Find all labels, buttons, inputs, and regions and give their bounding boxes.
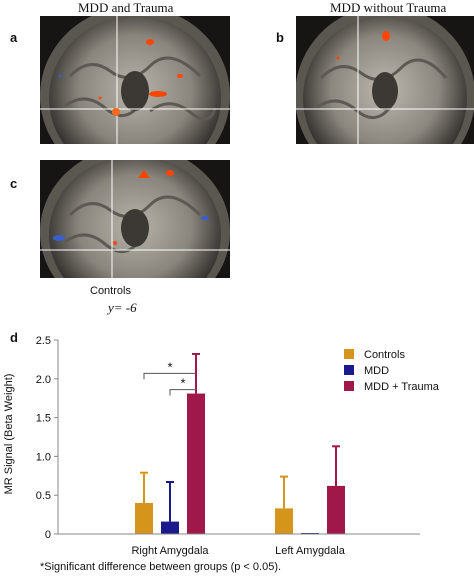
- panel-c-coordinate: y= -6: [108, 300, 137, 315]
- panel-d-letter: d: [10, 330, 18, 345]
- legend-swatch: [344, 381, 354, 391]
- panel-b-title: MDD without Trauma: [330, 0, 447, 15]
- legend-swatch: [344, 349, 354, 359]
- significance-star: *: [167, 359, 172, 374]
- bar: [275, 508, 293, 534]
- bar: [187, 393, 205, 534]
- y-tick-label: 1.5: [36, 413, 51, 425]
- bar: [327, 485, 345, 534]
- legend-swatch: [344, 365, 354, 375]
- legend-label: MDD: [364, 365, 389, 377]
- panel-a-title: MDD and Trauma: [78, 0, 174, 15]
- brain-image-c: [40, 160, 230, 278]
- y-tick-label: 2.0: [36, 374, 51, 386]
- y-tick-label: 0.5: [36, 490, 51, 502]
- significance-bracket: [143, 372, 196, 380]
- panel-b-letter: b: [276, 30, 284, 45]
- bar: [161, 521, 179, 534]
- footnote: *Significant difference between groups (…: [40, 561, 282, 573]
- legend-label: Controls: [364, 349, 405, 361]
- bar-chart: MR Signal (Beta Weight) 0 0.5 1.0 1.5 2.0 2.5…: [3, 335, 440, 557]
- panel-c-letter: c: [10, 176, 18, 191]
- y-tick-label: 0: [45, 529, 51, 541]
- bar: [135, 502, 153, 534]
- y-tick-label: 1.0: [36, 451, 51, 463]
- x-tick-label: Left Amygdala: [275, 545, 346, 557]
- x-tick-label: Right Amygdala: [131, 545, 209, 557]
- significance-bracket: [169, 389, 196, 396]
- panel-a-letter: a: [10, 30, 18, 45]
- y-axis-label: MR Signal (Beta Weight): [3, 374, 15, 495]
- legend-label: MDD + Trauma: [364, 381, 440, 393]
- panel-c-title: Controls: [90, 285, 131, 297]
- significance-star: *: [180, 376, 185, 391]
- brain-image-a: [40, 16, 230, 144]
- y-tick-label: 2.5: [36, 335, 51, 347]
- brain-image-b: [296, 16, 474, 144]
